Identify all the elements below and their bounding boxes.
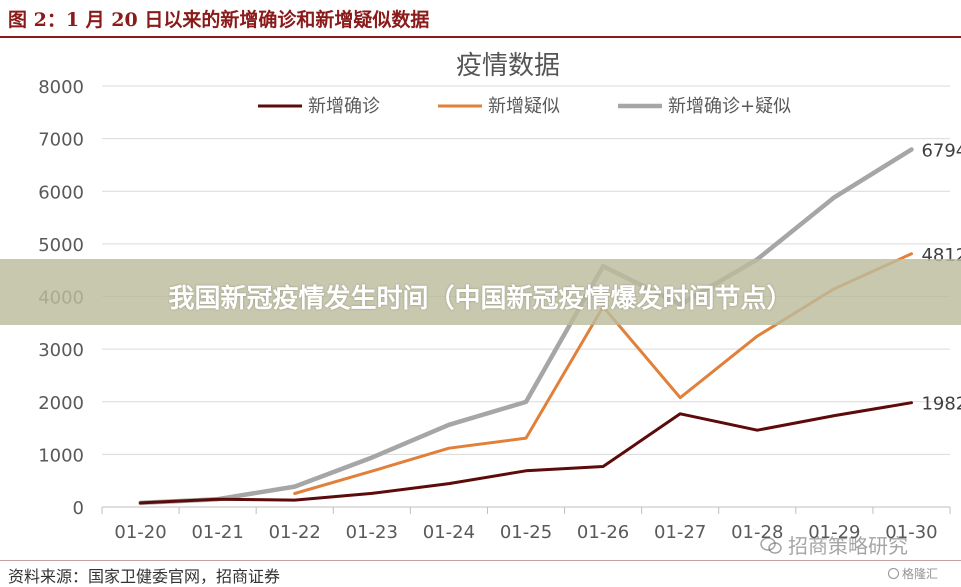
x-tick-label: 01-24 bbox=[423, 522, 475, 543]
footer-divider bbox=[0, 560, 961, 561]
x-tick-label: 01-26 bbox=[577, 522, 629, 543]
y-tick-label: 6000 bbox=[38, 182, 84, 203]
x-tick-label: 01-25 bbox=[500, 522, 552, 543]
legend-label: 新增确诊 bbox=[308, 96, 380, 117]
end-value-label: 1982 bbox=[921, 394, 961, 415]
overlay-banner: 我国新冠疫情发生时间（中国新冠疫情爆发时间节点） bbox=[0, 259, 961, 325]
y-tick-label: 2000 bbox=[38, 393, 84, 414]
x-tick-label: 01-27 bbox=[654, 522, 706, 543]
x-axis: 01-20 01-21 01-22 01-23 01-24 01-25 01-26 01-27… bbox=[101, 506, 951, 543]
series-layer bbox=[138, 147, 914, 506]
series-line bbox=[138, 147, 914, 506]
legend-label: 新增确诊+疑似 bbox=[668, 96, 791, 117]
line-chart: 疫情数据 010002000300040005000600070008000 0… bbox=[38, 51, 961, 543]
series-line bbox=[139, 401, 913, 505]
watermark-main: 招商策略研究 bbox=[760, 530, 908, 559]
figure-header: 图 2：1 月 20 日以来的新增确诊和新增疑似数据 bbox=[0, 0, 961, 36]
y-tick-label: 0 bbox=[73, 498, 84, 519]
x-tick-label: 01-30 bbox=[885, 522, 937, 543]
y-tick-label: 5000 bbox=[38, 235, 84, 256]
header-divider bbox=[0, 36, 961, 38]
y-tick-label: 8000 bbox=[38, 77, 84, 98]
x-tick-label: 01-21 bbox=[191, 522, 243, 543]
watermark-sub-text: 格隆汇 bbox=[902, 567, 939, 581]
gelonghui-icon bbox=[888, 568, 899, 579]
figure-title: 图 2：1 月 20 日以来的新增确诊和新增疑似数据 bbox=[8, 9, 430, 31]
wechat-icon bbox=[760, 536, 782, 554]
y-tick-label: 3000 bbox=[38, 340, 84, 361]
legend-label: 新增疑似 bbox=[488, 96, 560, 117]
source-note: 资料来源：国家卫健委官网，招商证券 bbox=[8, 567, 281, 586]
watermark-main-text: 招商策略研究 bbox=[788, 534, 908, 558]
chart-title: 疫情数据 bbox=[456, 51, 560, 81]
x-tick-label: 01-22 bbox=[269, 522, 321, 543]
x-tick-label: 01-29 bbox=[808, 522, 860, 543]
y-tick-label: 7000 bbox=[38, 130, 84, 151]
watermark-sub: 格隆汇 bbox=[888, 565, 938, 582]
y-tick-label: 1000 bbox=[38, 445, 84, 466]
end-value-label: 6794 bbox=[921, 140, 961, 161]
chart-legend: 新增确诊 新增疑似 新增确诊+疑似 bbox=[258, 96, 791, 117]
y-axis: 010002000300040005000600070008000 bbox=[38, 77, 84, 519]
banner-text: 我国新冠疫情发生时间（中国新冠疫情爆发时间节点） bbox=[168, 284, 793, 314]
x-tick-label: 01-23 bbox=[346, 522, 398, 543]
x-tick-label: 01-20 bbox=[114, 522, 166, 543]
